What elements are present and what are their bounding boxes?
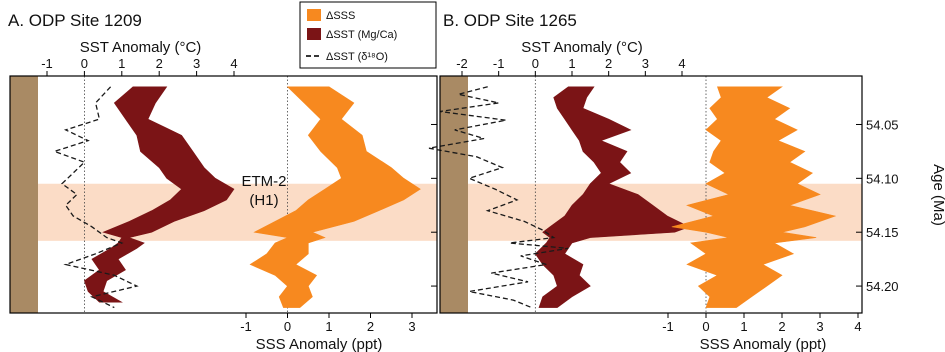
age-axis-label: Age (Ma) bbox=[930, 164, 945, 226]
panel-b: -2 -1 0 1 2 3 4 -1 0 1 2 3 4 54.05 54.10 54.15 54.20 SST… bbox=[428, 39, 945, 352]
legend-label-sss: ΔSSS bbox=[326, 10, 355, 22]
panel-a-bottom-tick-label: 1 bbox=[325, 319, 332, 334]
panel-a-sst-d18o-line bbox=[52, 86, 139, 309]
panel-a-bottom-axis-label: SSS Anomaly (ppt) bbox=[256, 336, 383, 352]
legend-swatch-sss bbox=[307, 9, 321, 21]
panel-b-sst-mgca-band bbox=[534, 86, 691, 308]
panel-a-top-tick-label: 1 bbox=[118, 56, 125, 71]
panel-a-top-tick-label: 3 bbox=[193, 56, 200, 71]
age-axis-tick-label: 54.05 bbox=[866, 117, 899, 132]
panel-b-top-tick-label: 3 bbox=[642, 56, 649, 71]
panel-b-top-axis-label: SST Anomaly (°C) bbox=[521, 39, 643, 56]
panel-b-title: B. ODP Site 1265 bbox=[443, 11, 577, 30]
panel-b-sst-d18o-line bbox=[428, 86, 569, 309]
panel-b-bottom-tick-label: 1 bbox=[740, 319, 747, 334]
panel-a-sst-mgca-band bbox=[84, 86, 235, 303]
panel-b-bottom-tick-label: 2 bbox=[778, 319, 785, 334]
panel-a: -1 0 1 2 3 4 -1 0 1 2 3 SST Anomaly (°C) SSS Anoma… bbox=[9, 39, 438, 352]
panel-b-top-tick-label: 4 bbox=[678, 56, 685, 71]
panel-a-top-tick-label: 4 bbox=[230, 56, 237, 71]
panel-a-bottom-tick-label: 3 bbox=[408, 319, 415, 334]
panel-b-bottom-axis-label: SSS Anomaly (ppt) bbox=[700, 336, 827, 352]
panel-b-top-tick-label: 1 bbox=[568, 56, 575, 71]
panel-a-top-tick-label: 0 bbox=[81, 56, 88, 71]
panel-a-core-image bbox=[10, 76, 38, 313]
panel-a-top-tick-label: 2 bbox=[156, 56, 163, 71]
legend-label-sst-mgca: ΔSST (Mg/Ca) bbox=[326, 29, 397, 41]
panel-b-top-tick-label: 2 bbox=[605, 56, 612, 71]
etm-label-line1: ETM-2 bbox=[242, 173, 287, 190]
panel-b-core-image bbox=[440, 76, 468, 313]
legend-box bbox=[299, 1, 437, 69]
panel-b-bottom-tick-label: 4 bbox=[854, 319, 861, 334]
panel-b-bottom-tick-label: 0 bbox=[702, 319, 709, 334]
panel-b-frame bbox=[439, 75, 863, 314]
panel-a-frame bbox=[9, 75, 438, 314]
etm-label-line2: (H1) bbox=[249, 192, 278, 209]
panel-a-bottom-tick-label: -1 bbox=[240, 319, 252, 334]
age-axis-tick-label: 54.15 bbox=[866, 225, 899, 240]
legend-swatch-sst-mgca bbox=[307, 28, 321, 40]
panel-b-sss-band bbox=[671, 86, 837, 308]
panel-a-bottom-tick-label: 0 bbox=[284, 319, 291, 334]
age-axis-tick-label: 54.10 bbox=[866, 171, 899, 186]
age-axis-tick-label: 54.20 bbox=[866, 279, 899, 294]
panel-b-bottom-tick-label: -1 bbox=[662, 319, 674, 334]
legend: ΔSSS ΔSST (Mg/Ca) ΔSST (δ¹⁸O) bbox=[299, 1, 437, 69]
panel-b-bottom-tick-label: 3 bbox=[816, 319, 823, 334]
panel-b-top-tick-label: -1 bbox=[493, 56, 505, 71]
panel-b-top-tick-label: 0 bbox=[532, 56, 539, 71]
panel-a-top-tick-label: -1 bbox=[41, 56, 53, 71]
panel-a-title: A. ODP Site 1209 bbox=[8, 11, 142, 30]
panel-a-sss-band bbox=[249, 86, 421, 308]
panel-a-top-axis-label: SST Anomaly (°C) bbox=[80, 39, 202, 56]
legend-label-sst-d18o: ΔSST (δ¹⁸O) bbox=[326, 51, 388, 63]
panel-b-top-tick-label: -2 bbox=[456, 56, 468, 71]
panel-a-bottom-tick-label: 2 bbox=[367, 319, 374, 334]
